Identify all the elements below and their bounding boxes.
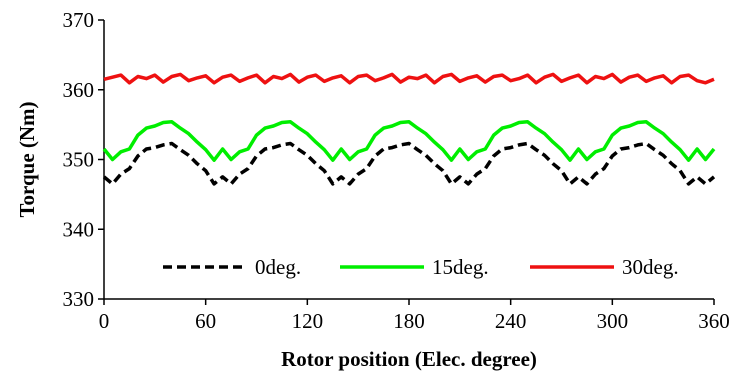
legend-label-0: 0deg. [255,255,301,279]
x-tick-label: 180 [393,309,425,333]
x-tick-label: 120 [292,309,324,333]
x-tick-label: 0 [99,309,110,333]
x-ticks: 0 60 120 180 240 300 360 [99,299,730,333]
y-tick-label: 350 [63,148,95,172]
series-line-1 [102,120,716,162]
axes: 330 340 350 360 370 0 60 120 180 240 300 360 [63,8,730,333]
x-tick-label: 360 [698,309,730,333]
legend-label-2: 30deg. [622,255,679,279]
series-lines [102,72,716,186]
series-line-2 [103,72,715,85]
y-tick-label: 370 [63,8,95,32]
y-tick-label: 360 [63,78,95,102]
legend: 0deg. 15deg. 30deg. [163,255,679,279]
y-axis-title: Torque (Nm) [15,101,39,217]
y-tick-label: 330 [63,287,95,311]
y-ticks: 330 340 350 360 370 [63,8,104,311]
series-line-0 [102,141,716,186]
legend-label-1: 15deg. [432,255,489,279]
x-axis-title: Rotor position (Elec. degree) [281,347,537,371]
x-tick-label: 60 [195,309,216,333]
x-tick-label: 300 [597,309,629,333]
y-tick-label: 340 [63,217,95,241]
x-tick-label: 240 [495,309,527,333]
